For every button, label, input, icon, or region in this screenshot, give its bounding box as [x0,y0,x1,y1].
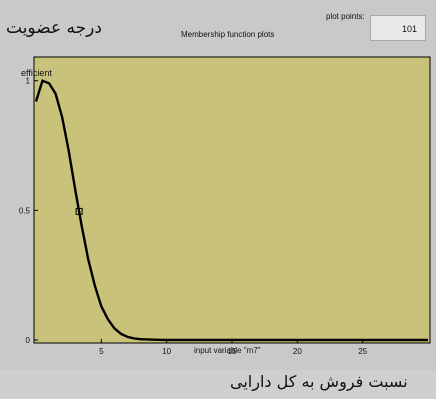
y-tick-label: 1 [26,77,31,86]
curve-marker [75,207,83,215]
membership-plot[interactable]: efficient input variable "m7" 5 10 15 20 250… [0,0,436,370]
plot-title: Membership function plots [181,30,275,39]
plot-points-label: plot points: [326,12,365,21]
membership-curve [34,79,428,342]
x-tick-label: 20 [293,347,302,356]
x-tick-label: 5 [99,347,104,356]
x-axis-label: input variable "m7" [194,346,261,355]
membership-degree-label: درجه عضویت [6,18,102,38]
plot-points-input[interactable]: 101 [370,15,426,41]
series-label: efficient [21,68,52,78]
input-variable-persian-label: نسبت فروش به کل دارایی [230,372,408,391]
x-tick-label: 10 [162,347,171,356]
plot-area [33,56,431,344]
x-tick-label: 15 [228,347,237,356]
y-tick-label: 0 [26,336,31,345]
y-tick-label: 0.5 [19,206,31,215]
footer-bar [0,370,436,399]
x-tick-label: 25 [358,347,367,356]
